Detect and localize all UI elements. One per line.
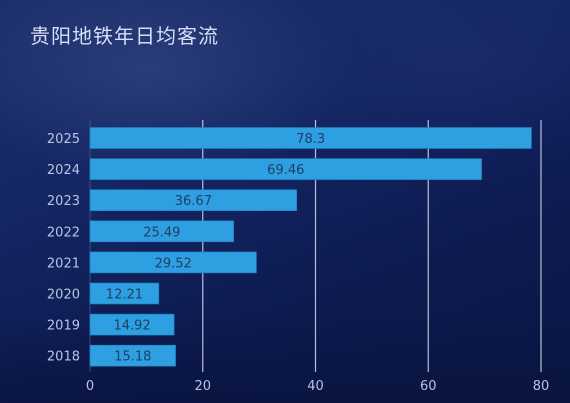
- data-label: 29.52: [155, 256, 192, 271]
- data-label: 78.3: [296, 132, 325, 147]
- bar: [89, 344, 176, 367]
- data-label: 14.92: [113, 319, 150, 334]
- data-label: 36.67: [175, 194, 212, 209]
- y-tick-label: 2019: [47, 319, 80, 334]
- bar: [89, 189, 298, 211]
- y-tick-label: 2018: [47, 350, 80, 365]
- data-label: 69.46: [267, 163, 304, 178]
- y-tick-label: 2021: [47, 256, 80, 271]
- x-tick-label: 20: [194, 379, 211, 394]
- bar: [89, 313, 175, 336]
- bar: [89, 158, 482, 180]
- bar: [89, 127, 532, 149]
- x-tick-label: 40: [307, 379, 324, 394]
- data-label: 12.21: [106, 288, 143, 303]
- x-tick-label: 60: [420, 379, 437, 394]
- x-tick-label: 80: [533, 379, 550, 394]
- y-tick-label: 2024: [47, 163, 80, 178]
- chart-title: 贵阳地铁年日均客流: [30, 24, 219, 48]
- bar: [89, 220, 234, 243]
- y-tick-label: 2025: [47, 132, 80, 147]
- y-tick-label: 2022: [47, 225, 80, 240]
- y-tick-label: 2020: [47, 288, 80, 303]
- y-tick-label: 2023: [47, 194, 80, 209]
- bar: [89, 282, 160, 305]
- data-label: 25.49: [143, 225, 180, 240]
- data-label: 15.18: [114, 350, 151, 365]
- bar: [89, 251, 257, 274]
- x-tick-label: 0: [86, 379, 94, 394]
